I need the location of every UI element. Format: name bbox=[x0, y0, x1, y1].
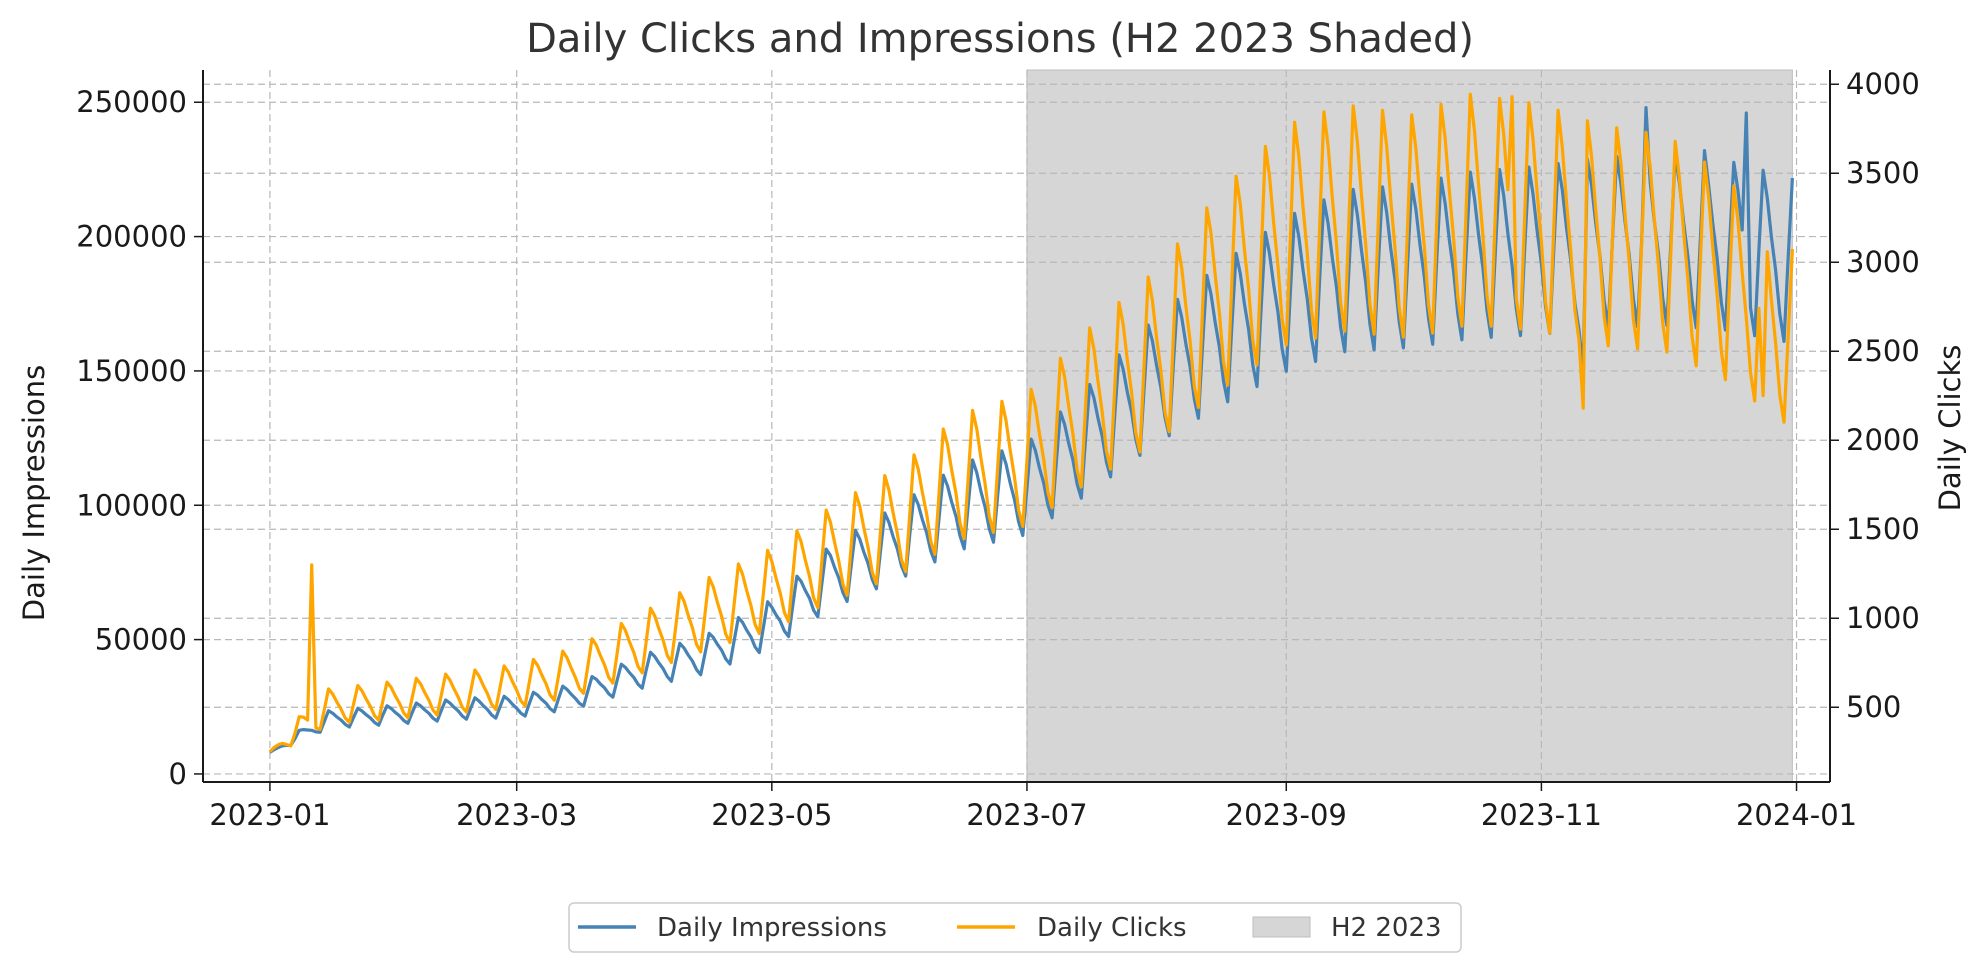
y-right-tick-label: 500 bbox=[1846, 690, 1901, 724]
y-right-tick-label: 1000 bbox=[1846, 601, 1920, 635]
grid-layer bbox=[203, 70, 1830, 782]
chart-title: Daily Clicks and Impressions (H2 2023 Sh… bbox=[526, 16, 1474, 62]
y-axis-left-label: Daily Impressions bbox=[17, 365, 51, 621]
x-tick-label: 2023-05 bbox=[711, 798, 832, 832]
y-left-tick-label: 150000 bbox=[76, 354, 187, 388]
series-layer bbox=[268, 92, 1794, 754]
x-tick-label: 2023-01 bbox=[209, 798, 330, 832]
x-tick-label: 2023-11 bbox=[1481, 798, 1602, 832]
legend-shaded-swatch bbox=[1252, 916, 1311, 938]
y-left-tick-label: 200000 bbox=[76, 220, 187, 254]
legend-shaded-label: H2 2023 bbox=[1331, 913, 1442, 943]
y-left-tick-label: 0 bbox=[169, 757, 187, 791]
x-tick-label: 2023-03 bbox=[456, 798, 577, 832]
y-right-tick-label: 4000 bbox=[1846, 67, 1920, 101]
y-right-tick-label: 3000 bbox=[1846, 245, 1920, 279]
y-right-tick-label: 3500 bbox=[1846, 156, 1920, 190]
x-tick-label: 2023-09 bbox=[1226, 798, 1347, 832]
series-line-daily-impressions bbox=[269, 106, 1794, 754]
y-right-tick-label: 1500 bbox=[1846, 512, 1920, 546]
legend-clicks-label: Daily Clicks bbox=[1037, 913, 1187, 943]
y-axis-right-label: Daily Clicks bbox=[1933, 345, 1967, 512]
y-left-tick-label: 50000 bbox=[95, 623, 187, 657]
y-right-tick-label: 2000 bbox=[1846, 423, 1920, 457]
axes-layer: 2023-01 2023-03 2023-05 2023-07 2023-09 2023-… bbox=[76, 67, 1920, 832]
y-right-tick-label: 2500 bbox=[1846, 334, 1920, 368]
x-tick-label: 2024-01 bbox=[1736, 798, 1857, 832]
legend: Daily Impressions Daily Clicks H2 2023 bbox=[568, 902, 1462, 953]
legend-impressions-label: Daily Impressions bbox=[657, 913, 887, 943]
series-line-daily-clicks bbox=[268, 92, 1794, 753]
y-left-tick-label: 250000 bbox=[76, 85, 187, 119]
x-tick-label: 2023-07 bbox=[966, 798, 1087, 832]
y-left-tick-label: 100000 bbox=[76, 488, 187, 522]
